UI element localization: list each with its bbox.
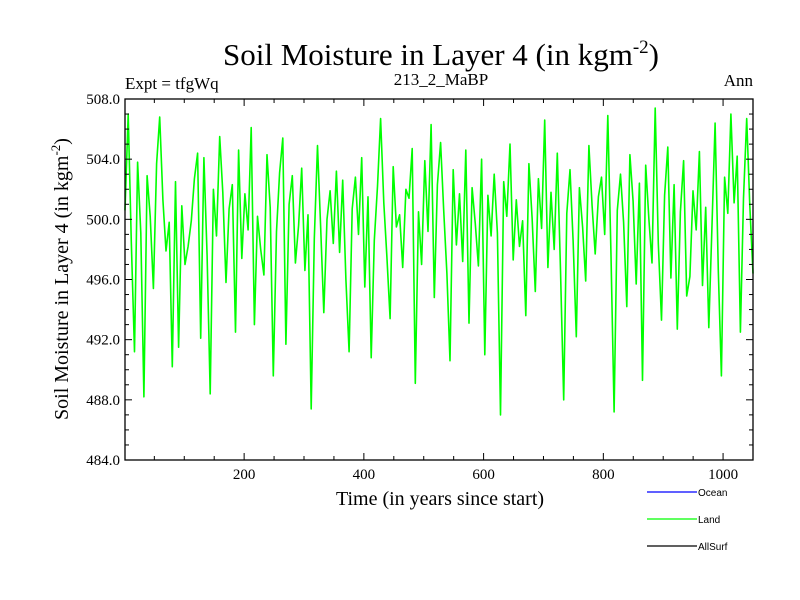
axis-ticks: 200 400 600 800 1000 484.0 488.0 492.0 496.0 500.…	[86, 92, 753, 483]
x-tick-label: 800	[592, 467, 615, 483]
y-tick-label: 492.0	[86, 333, 120, 349]
legend-allsurf-label: AllSurf	[698, 542, 728, 553]
y-tick-label: 488.0	[86, 393, 120, 409]
x-tick-label: 1000	[708, 467, 738, 483]
y-tick-label: 484.0	[86, 453, 120, 469]
y-tick-label: 496.0	[86, 273, 120, 289]
legend: Ocean Land AllSurf	[647, 488, 728, 553]
x-axis-title: Time (in years since start)	[336, 488, 544, 510]
legend-land-label: Land	[698, 515, 720, 526]
y-axis-title: Soil Moisture in Layer 4 (in kgm-2)	[48, 138, 73, 420]
x-tick-label: 600	[472, 467, 495, 483]
x-tick-label: 200	[233, 467, 256, 483]
series-line-land	[124, 107, 754, 416]
y-tick-label: 504.0	[86, 152, 120, 168]
experiment-label: Expt = tfgWq	[125, 74, 219, 93]
legend-ocean-label: Ocean	[698, 488, 727, 499]
plot-area	[124, 107, 754, 416]
experiment-id-label: 213_2_MaBP	[394, 70, 488, 89]
x-tick-label: 400	[353, 467, 376, 483]
y-tick-label: 508.0	[86, 92, 120, 108]
season-label: Ann	[724, 71, 754, 90]
y-tick-label: 500.0	[86, 212, 120, 228]
chart-title: Soil Moisture in Layer 4 (in kgm-2)	[223, 37, 659, 72]
